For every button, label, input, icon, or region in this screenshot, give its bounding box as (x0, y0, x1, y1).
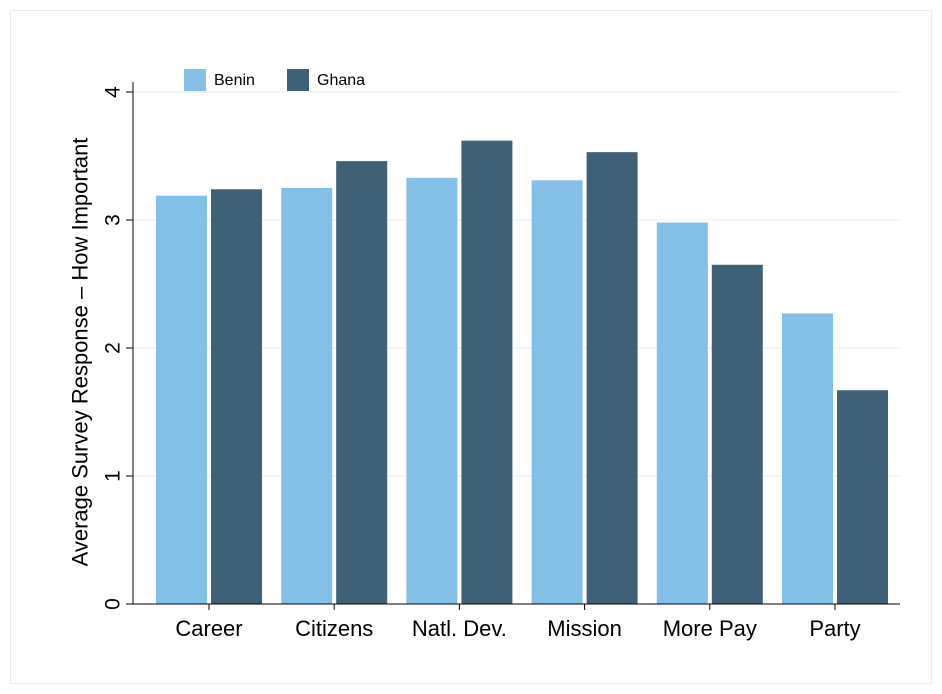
y-tick-label: 3 (102, 214, 125, 226)
bar-benin-more-pay (656, 222, 708, 604)
legend-label-benin: Benin (214, 72, 255, 89)
x-tick-label: Career (175, 616, 242, 641)
bar-ghana-career (211, 189, 262, 604)
axes (132, 82, 900, 605)
y-axis-title: Average Survey Response – How Important (68, 138, 93, 567)
bar-benin-career (156, 195, 207, 604)
bar-benin-citizens (281, 188, 333, 604)
bar-ghana-mission (586, 152, 638, 604)
y-tick-label: 2 (102, 342, 125, 354)
bar-ghana-more-pay (711, 264, 763, 604)
bar-ghana-natl-dev (461, 140, 513, 604)
x-tick-label: Mission (547, 616, 622, 641)
bar-benin-natl-dev (406, 177, 458, 604)
x-tick-label: Natl. Dev. (412, 616, 507, 641)
bar-ghana-party (837, 390, 888, 604)
x-tick-label: More Pay (663, 616, 757, 641)
y-tick-labels: 0 1 2 3 4 (102, 86, 133, 610)
x-tick-label: Citizens (295, 616, 373, 641)
bar-benin-mission (531, 180, 583, 604)
x-tick-label: Party (809, 616, 860, 641)
y-tick-label: 4 (102, 86, 125, 98)
bar-ghana-citizens (336, 161, 388, 604)
legend: Benin Ghana (184, 69, 365, 91)
legend-swatch-benin (184, 69, 206, 91)
bars (156, 140, 888, 604)
x-tick-labels: Career Citizens Natl. Dev. Mission More Pay P… (175, 604, 861, 641)
y-tick-label: 1 (102, 470, 125, 482)
legend-swatch-ghana (287, 69, 309, 91)
legend-label-ghana: Ghana (317, 72, 365, 89)
bar-benin-party (782, 313, 833, 604)
y-tick-label: 0 (102, 598, 125, 610)
